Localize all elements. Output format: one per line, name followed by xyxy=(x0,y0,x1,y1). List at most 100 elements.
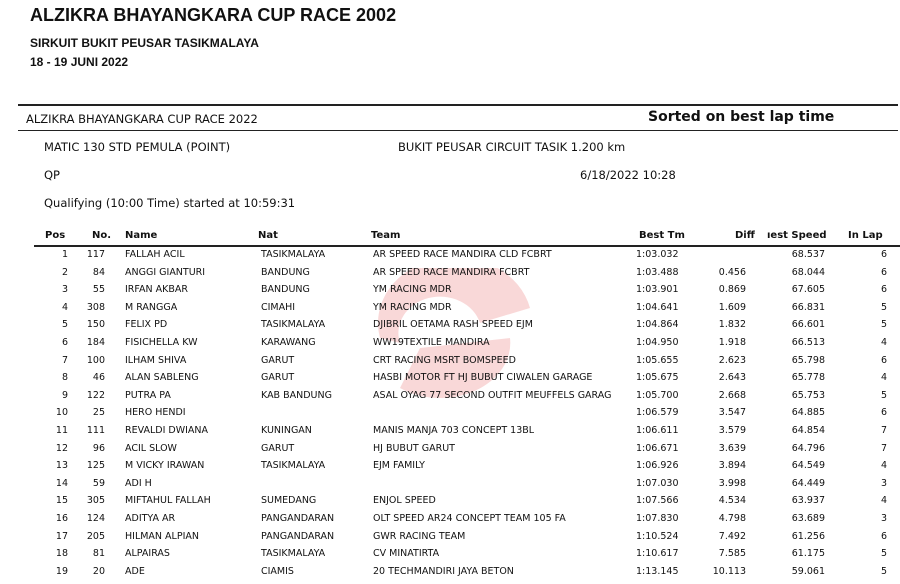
cell-no: 20 xyxy=(92,565,105,577)
cell-best-speed: 66.831 xyxy=(791,301,825,313)
cell-name: HILMAN ALPIAN xyxy=(125,530,199,542)
table-row: 15 305 MIFTAHUL FALLAH SUMEDANG ENJOL SPEED 1… xyxy=(0,495,900,512)
cell-pos: 15 xyxy=(55,495,68,507)
cell-name: ILHAM SHIVA xyxy=(125,354,187,366)
cell-team: AR SPEED RACE MANDIRA FCBRT xyxy=(373,266,530,278)
cell-pos: 17 xyxy=(55,530,68,542)
cell-nat: PANGANDARAN xyxy=(261,513,335,524)
cell-name: REVALDI DWIANA xyxy=(125,425,209,436)
cell-best-speed: 67.605 xyxy=(791,284,825,296)
col-pos: Pos xyxy=(45,230,66,241)
cell-diff: 7.492 xyxy=(718,530,746,542)
cell-diff: 1.832 xyxy=(718,319,746,331)
cell-nat: GARUT xyxy=(261,354,295,366)
session-datetime: 6/18/2022 10:28 xyxy=(580,168,676,182)
cell-team: GWR RACING TEAM xyxy=(373,530,466,542)
table-row: 4 308 M RANGGA CIMAHI YM RACING MDR 1:04.641 1… xyxy=(0,302,900,319)
table-row: 11 111 REVALDI DWIANA KUNINGAN MANIS MANJA 7… xyxy=(0,425,900,442)
cell-nat: PANGANDARAN xyxy=(261,530,335,542)
cell-nat: GARUT xyxy=(261,442,295,454)
cell-no: 122 xyxy=(86,389,105,401)
cell-in-lap: 7 xyxy=(880,442,887,454)
cell-diff: 3.998 xyxy=(718,477,746,489)
cell-best-time: 1:05.655 xyxy=(636,354,679,366)
cell-team: YM RACING MDR xyxy=(373,301,452,313)
col-diff: Diff xyxy=(735,230,755,241)
cell-in-lap: 4 xyxy=(880,372,887,384)
cell-nat: KARAWANG xyxy=(261,337,316,348)
cell-in-lap: 4 xyxy=(880,495,887,507)
header-divider xyxy=(34,245,900,247)
cell-nat: TASIKMALAYA xyxy=(261,249,326,260)
cell-no: 100 xyxy=(86,354,105,366)
cell-name: PUTRA PA xyxy=(125,389,171,401)
cell-diff: 2.643 xyxy=(718,372,746,384)
cell-nat: TASIKMALAYA xyxy=(261,460,326,472)
cell-diff: 3.639 xyxy=(718,442,746,454)
cell-nat: TASIKMALAYA xyxy=(261,319,326,331)
table-row: 5 150 FELIX PD TASIKMALAYA DJIBRIL OETAMA RA… xyxy=(0,319,900,336)
cell-team: EJM FAMILY xyxy=(373,460,425,472)
col-no: No. xyxy=(92,230,112,241)
cell-best-speed: 68.537 xyxy=(791,249,825,260)
cell-in-lap: 6 xyxy=(880,407,887,419)
cell-team: AR SPEED RACE MANDIRA CLD FCBRT xyxy=(373,249,552,260)
cell-nat: KAB BANDUNG xyxy=(261,389,332,401)
cell-diff: 2.623 xyxy=(718,354,746,366)
cell-pos: 3 xyxy=(61,284,68,296)
cell-best-speed: 63.689 xyxy=(791,513,825,524)
cell-diff: 10.113 xyxy=(712,565,746,577)
cell-no: 150 xyxy=(86,319,105,331)
cell-name: FISICHELLA KW xyxy=(125,337,198,348)
cell-best-speed: 64.796 xyxy=(791,442,825,454)
cell-pos: 2 xyxy=(61,266,68,278)
cell-pos: 11 xyxy=(55,425,68,436)
cell-best-time: 1:06.579 xyxy=(636,407,679,419)
table-row: 8 46 ALAN SABLENG GARUT HASBI MOTOR FT HJ BU… xyxy=(0,372,900,389)
col-team: Team xyxy=(371,230,401,241)
col-best-time: Best Tm xyxy=(639,230,685,241)
cell-best-time: 1:07.030 xyxy=(636,477,679,489)
cell-in-lap: 5 xyxy=(880,301,887,313)
cell-nat: BANDUNG xyxy=(261,284,310,296)
cell-best-time: 1:07.566 xyxy=(636,495,679,507)
cell-pos: 19 xyxy=(55,565,68,577)
cell-best-time: 1:03.032 xyxy=(636,249,679,260)
table-row: 3 55 IRFAN AKBAR BANDUNG YM RACING MDR 1:03.9… xyxy=(0,284,900,301)
cell-diff: 3.894 xyxy=(718,460,746,472)
col-in-lap: In Lap xyxy=(848,230,883,241)
cell-name: FELIX PD xyxy=(125,319,168,331)
cell-diff: 1.918 xyxy=(718,337,746,348)
cell-diff: 2.668 xyxy=(718,389,746,401)
race-class: MATIC 130 STD PEMULA (POINT) xyxy=(44,140,231,154)
table-row: 9 122 PUTRA PA KAB BANDUNG ASAL OYAG 77 SECO… xyxy=(0,390,900,407)
venue: SIRKUIT BUKIT PEUSAR TASIKMALAYA xyxy=(30,36,259,50)
cell-team: 20 TECHMANDIRI JAYA BETON xyxy=(373,565,514,577)
cell-name: MIFTAHUL FALLAH xyxy=(125,495,211,507)
cell-in-lap: 6 xyxy=(880,249,887,260)
cell-no: 184 xyxy=(86,337,105,348)
cell-pos: 9 xyxy=(61,389,68,401)
cell-pos: 5 xyxy=(61,319,68,331)
cell-best-speed: 61.175 xyxy=(791,548,825,560)
cell-best-speed: 65.778 xyxy=(791,372,825,384)
cell-pos: 13 xyxy=(55,460,68,472)
cell-no: 111 xyxy=(86,425,105,436)
cell-team: HASBI MOTOR FT HJ BUBUT CIWALEN GARAGE xyxy=(373,372,593,384)
cell-team: DJIBRIL OETAMA RASH SPEED EJM xyxy=(373,319,533,331)
cell-pos: 4 xyxy=(61,301,68,313)
cell-best-speed: 65.753 xyxy=(791,389,825,401)
sort-note: Sorted on best lap time xyxy=(648,109,835,125)
cell-pos: 8 xyxy=(61,372,68,384)
cell-in-lap: 5 xyxy=(880,548,887,560)
cell-best-time: 1:05.700 xyxy=(636,389,679,401)
col-name: Name xyxy=(125,230,158,241)
cell-best-time: 1:13.145 xyxy=(636,565,679,577)
cell-in-lap: 4 xyxy=(880,460,887,472)
cell-best-time: 1:04.864 xyxy=(636,319,679,331)
table-row: 16 124 ADITYA AR PANGANDARAN OLT SPEED AR24 … xyxy=(0,513,900,530)
table-row: 6 184 FISICHELLA KW KARAWANG WW19TEXTILE MAN… xyxy=(0,337,900,354)
cell-best-time: 1:06.611 xyxy=(636,425,679,436)
cell-in-lap: 5 xyxy=(880,565,887,577)
cell-nat: KUNINGAN xyxy=(261,425,312,436)
